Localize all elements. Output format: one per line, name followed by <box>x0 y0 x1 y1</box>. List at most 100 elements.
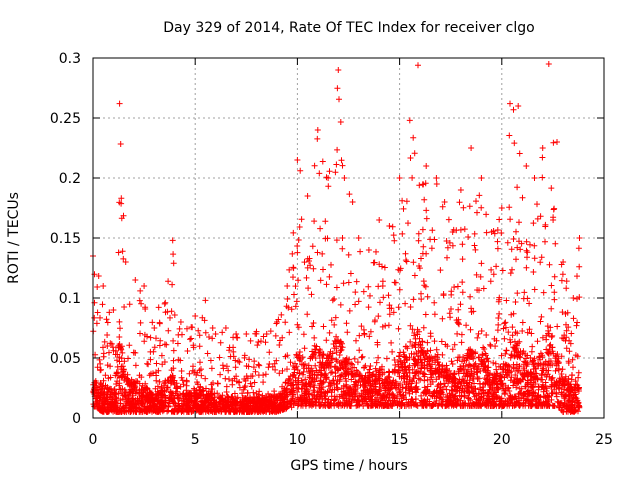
data-point <box>174 409 181 415</box>
data-point <box>474 334 481 341</box>
data-point <box>559 271 566 278</box>
data-point <box>346 307 353 314</box>
data-point <box>525 379 531 386</box>
data-point <box>337 301 344 308</box>
data-point <box>566 348 573 355</box>
data-point-peak <box>386 223 393 229</box>
data-point <box>517 370 524 376</box>
data-point <box>440 292 447 299</box>
data-point <box>97 360 104 367</box>
data-point <box>307 355 314 362</box>
data-point <box>459 241 466 248</box>
data-point <box>551 379 558 386</box>
data-point <box>323 374 330 381</box>
data-point <box>339 344 346 351</box>
data-point <box>569 356 576 363</box>
data-point <box>116 374 123 381</box>
data-point <box>179 377 186 384</box>
data-point <box>372 383 379 390</box>
data-point <box>478 204 485 211</box>
data-point <box>151 344 158 351</box>
data-point <box>316 367 323 374</box>
data-point <box>427 365 434 372</box>
data-point <box>290 391 296 398</box>
data-point <box>430 390 437 397</box>
data-point <box>284 398 291 405</box>
data-point <box>468 402 475 409</box>
data-point <box>455 398 462 405</box>
data-point <box>328 393 335 400</box>
data-point <box>118 195 125 202</box>
data-point <box>242 395 249 402</box>
data-point <box>568 384 575 391</box>
data-point <box>421 371 428 378</box>
data-point <box>415 237 422 244</box>
data-point <box>547 358 554 364</box>
data-point <box>444 254 450 261</box>
data-point <box>473 198 479 205</box>
data-point <box>389 399 396 406</box>
data-point <box>433 367 440 374</box>
data-point <box>525 387 532 394</box>
data-point <box>516 363 523 370</box>
data-point <box>400 205 407 212</box>
data-point <box>480 387 486 394</box>
data-point <box>455 306 462 313</box>
data-point-peak <box>570 295 577 301</box>
data-point <box>424 396 431 403</box>
data-point <box>294 243 301 249</box>
data-point <box>317 378 324 385</box>
data-point <box>415 341 422 348</box>
data-point <box>575 369 582 376</box>
data-point <box>328 261 334 268</box>
data-point <box>451 401 458 408</box>
data-point <box>539 334 546 341</box>
data-point <box>471 230 478 237</box>
data-point <box>119 408 126 415</box>
data-point <box>107 363 114 370</box>
data-point <box>424 293 431 300</box>
data-point <box>502 324 509 331</box>
data-point <box>503 347 510 354</box>
data-point <box>423 250 430 257</box>
data-point <box>375 354 382 361</box>
data-point <box>562 310 569 317</box>
data-point-peak <box>523 163 530 169</box>
data-point-peak <box>151 325 158 331</box>
data-point <box>468 384 475 391</box>
data-point <box>528 348 535 355</box>
data-point <box>224 404 230 411</box>
data-point <box>347 365 354 372</box>
data-point <box>449 346 456 353</box>
data-point <box>474 368 481 375</box>
data-point <box>389 223 396 230</box>
data-point <box>316 353 323 359</box>
data-point <box>421 377 428 384</box>
data-point <box>343 370 350 376</box>
data-point <box>419 339 426 345</box>
data-point <box>309 348 316 355</box>
data-point <box>485 358 492 365</box>
data-point <box>311 334 318 341</box>
data-point <box>475 330 482 337</box>
data-point <box>556 375 563 382</box>
data-point <box>203 394 210 401</box>
data-point <box>373 359 380 366</box>
data-point <box>189 324 196 331</box>
data-point <box>130 381 137 388</box>
data-point <box>548 282 555 289</box>
data-point <box>333 356 340 363</box>
data-point <box>329 377 336 384</box>
data-point <box>506 388 513 394</box>
data-point <box>572 381 579 388</box>
data-point <box>516 238 522 245</box>
data-point <box>490 271 497 278</box>
data-point <box>509 266 515 273</box>
data-point <box>534 201 540 208</box>
data-point <box>493 263 500 270</box>
data-point <box>398 402 405 408</box>
data-point <box>231 390 238 397</box>
data-point <box>147 356 154 363</box>
data-point <box>574 273 580 280</box>
data-point <box>468 309 475 315</box>
